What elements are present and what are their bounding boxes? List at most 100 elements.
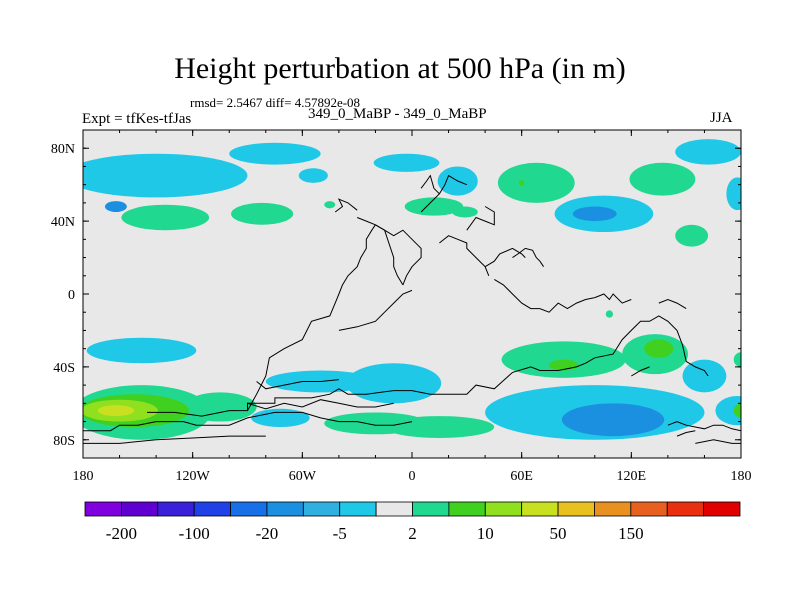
contour-region-1 bbox=[229, 142, 321, 165]
coastline-6 bbox=[375, 224, 422, 286]
x-tick-label: 120W bbox=[176, 469, 211, 484]
contour-region-22 bbox=[452, 206, 478, 218]
coastline-2 bbox=[247, 399, 394, 410]
contour-region-25 bbox=[675, 224, 709, 247]
colorbar-label: -100 bbox=[179, 524, 210, 543]
contour-region-19 bbox=[231, 202, 294, 225]
colorbar-swatch bbox=[412, 501, 450, 517]
coastline-20 bbox=[667, 421, 741, 432]
contour-fill-layer bbox=[83, 139, 741, 440]
colorbar-swatch bbox=[230, 501, 268, 517]
coastline-5 bbox=[338, 289, 413, 331]
colorbar-swatch bbox=[594, 501, 632, 517]
colorbar-label: 50 bbox=[550, 524, 567, 543]
colorbar-label: 2 bbox=[408, 524, 417, 543]
coastline-17 bbox=[658, 298, 687, 310]
x-tick-label: 0 bbox=[409, 469, 416, 484]
season-label: JJA bbox=[710, 110, 733, 126]
axes-layer: 180 120W 60W 0 60E 120E 180 80N 40N 0 40S 80S bbox=[51, 129, 752, 484]
contour-region-37 bbox=[644, 339, 674, 358]
coastline-0 bbox=[147, 315, 709, 417]
contour-region-33 bbox=[384, 416, 495, 438]
colorbar-label: -200 bbox=[106, 524, 137, 543]
coastline-13 bbox=[420, 174, 467, 213]
coastline-14 bbox=[420, 174, 440, 195]
contour-region-35 bbox=[518, 180, 525, 186]
contour-region-27 bbox=[501, 341, 626, 378]
coastline-22 bbox=[676, 430, 696, 437]
coastline-4 bbox=[247, 224, 376, 411]
subtitle: 349_0_MaBP - 349_0_MaBP bbox=[308, 106, 487, 122]
colorbar-swatch bbox=[630, 501, 668, 517]
y-tick-label: 80S bbox=[53, 434, 75, 449]
coastline-7 bbox=[256, 379, 339, 390]
colorbar-swatch bbox=[339, 501, 377, 517]
contour-region-15 bbox=[561, 403, 665, 437]
x-tick-label: 180 bbox=[731, 469, 752, 484]
y-tick-label: 40N bbox=[51, 215, 75, 230]
colorbar: -200 -100 -20 -5 2 10 50 150 bbox=[84, 501, 741, 543]
colorbar-label: 150 bbox=[618, 524, 644, 543]
colorbar-swatch bbox=[266, 501, 304, 517]
contour-region-29 bbox=[733, 352, 741, 367]
colorbar-swatch bbox=[484, 501, 523, 517]
chart-title: Height perturbation at 500 hPa (in m) bbox=[174, 52, 626, 85]
coastline-3 bbox=[83, 435, 266, 444]
contour-region-36 bbox=[549, 359, 579, 371]
x-tick-label: 120E bbox=[617, 469, 647, 484]
contour-region-16 bbox=[572, 206, 617, 222]
contour-region-6 bbox=[675, 139, 741, 165]
contour-region-11 bbox=[251, 408, 310, 428]
coastline-1 bbox=[83, 411, 413, 432]
contour-region-13 bbox=[682, 359, 727, 393]
colorbar-swatch bbox=[84, 501, 122, 517]
contour-region-3 bbox=[373, 153, 440, 172]
contour-region-14 bbox=[715, 396, 741, 426]
coastline-8 bbox=[357, 217, 404, 286]
coastline-10 bbox=[439, 235, 490, 276]
contour-region-18 bbox=[121, 204, 210, 231]
contour-region-24 bbox=[629, 162, 696, 196]
colorbar-swatch bbox=[302, 501, 341, 517]
coastline-9 bbox=[334, 198, 358, 213]
contour-region-0 bbox=[83, 153, 248, 198]
contour-region-8 bbox=[86, 337, 197, 364]
experiment-label: Expt = tfKes-tfJas bbox=[82, 111, 192, 127]
colorbar-swatch bbox=[521, 501, 559, 517]
colorbar-label: 10 bbox=[477, 524, 494, 543]
contour-region-17 bbox=[104, 201, 127, 213]
x-tick-label: 60E bbox=[510, 469, 533, 484]
y-tick-label: 80N bbox=[51, 142, 75, 157]
coastline-11 bbox=[484, 247, 526, 268]
coastline-layer bbox=[83, 174, 741, 444]
coastline-19 bbox=[631, 366, 650, 377]
stats-label: rmsd= 2.5467 diff= 4.57892e-08 bbox=[190, 95, 361, 110]
colorbar-swatch bbox=[120, 501, 159, 517]
coastline-18 bbox=[512, 247, 545, 267]
contour-region-23 bbox=[497, 162, 575, 203]
colorbar-label: -5 bbox=[333, 524, 347, 543]
coastline-16 bbox=[594, 293, 632, 304]
coastline-15 bbox=[494, 278, 595, 313]
colorbar-swatch bbox=[448, 501, 486, 517]
y-tick-label: 0 bbox=[68, 288, 75, 303]
coastline-21 bbox=[695, 439, 741, 444]
contour-region-21 bbox=[404, 197, 464, 216]
colorbar-swatch bbox=[557, 501, 595, 517]
colorbar-swatch bbox=[666, 501, 705, 517]
contour-region-10 bbox=[346, 363, 442, 404]
colorbar-swatch bbox=[157, 501, 195, 517]
coastline-12 bbox=[466, 206, 495, 231]
y-tick-label: 40S bbox=[53, 361, 75, 376]
contour-region-7 bbox=[726, 177, 741, 211]
contour-region-38 bbox=[733, 403, 741, 418]
x-tick-label: 60W bbox=[289, 469, 317, 484]
colorbar-swatch bbox=[193, 501, 231, 517]
contour-region-26 bbox=[605, 310, 614, 318]
contour-region-31 bbox=[183, 392, 257, 422]
contour-region-2 bbox=[298, 168, 328, 183]
x-tick-label: 180 bbox=[73, 469, 94, 484]
colorbar-label: -20 bbox=[256, 524, 279, 543]
colorbar-swatch bbox=[375, 501, 413, 517]
